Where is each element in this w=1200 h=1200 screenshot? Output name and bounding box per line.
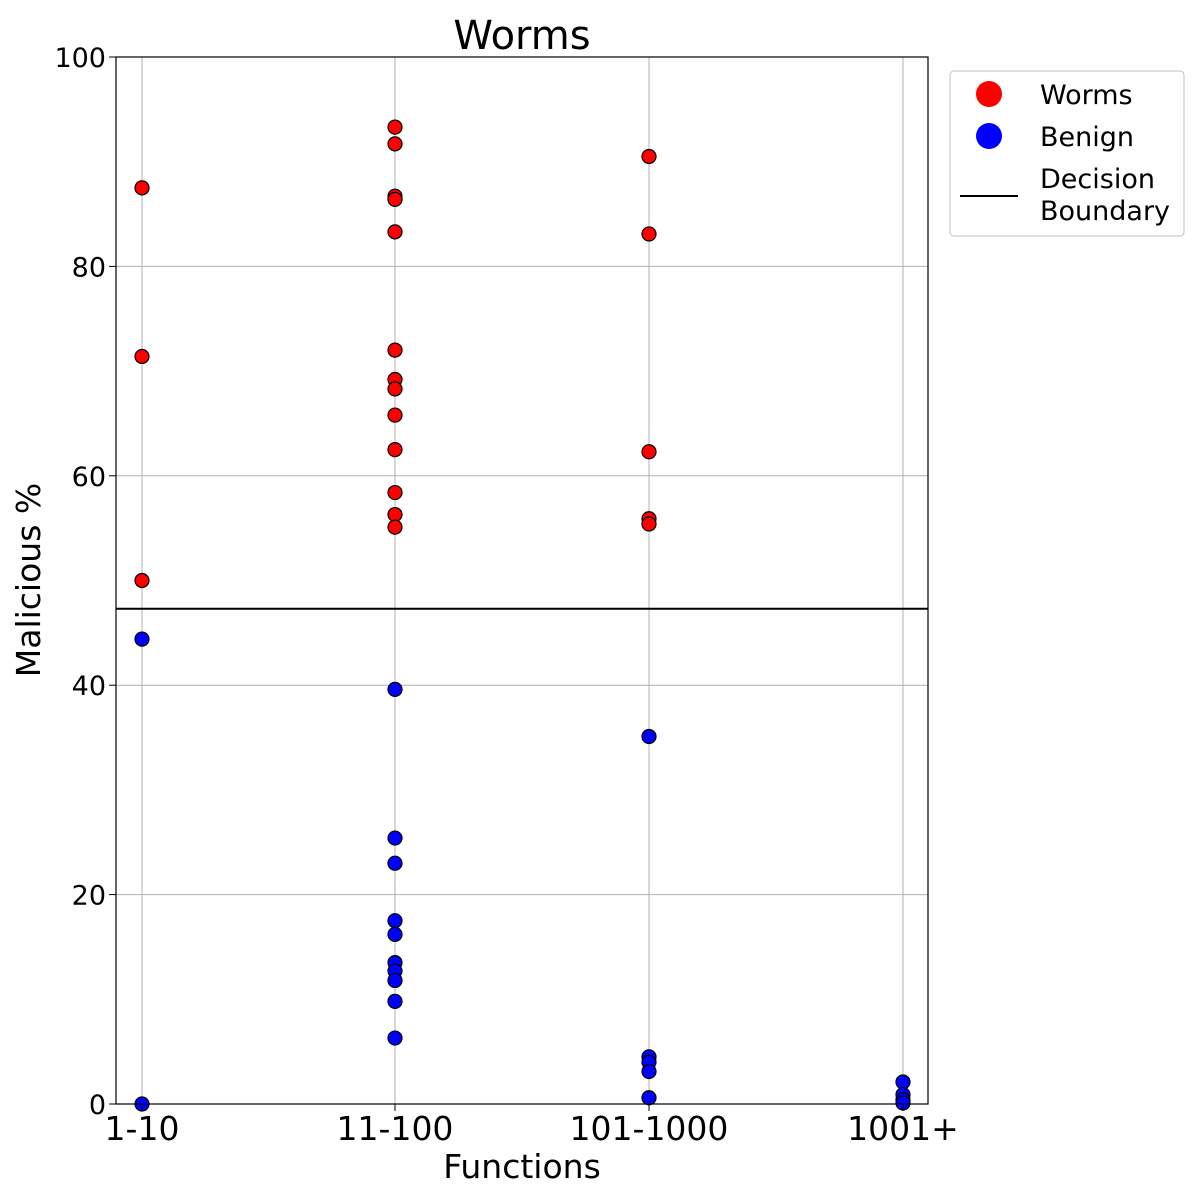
legend-frame <box>949 70 1185 237</box>
benign-point <box>387 855 403 871</box>
worms-point <box>387 136 403 152</box>
worms-point <box>387 191 403 207</box>
y-axis-label: Malicious % <box>9 483 48 678</box>
grid <box>116 57 928 1104</box>
worms-point <box>387 342 403 358</box>
benign-point <box>641 728 657 745</box>
worms-point <box>387 442 403 458</box>
worms-point <box>387 506 403 523</box>
worms-point <box>134 348 150 365</box>
y-tick-label: 60 <box>72 462 106 493</box>
worms-point <box>641 516 657 532</box>
y-tick-label: 20 <box>72 881 106 912</box>
benign-point <box>387 913 403 929</box>
benign-point <box>641 1090 657 1106</box>
x-tick-label: 11-100 <box>337 1109 454 1148</box>
worms-point <box>134 572 150 589</box>
y-tick-label: 80 <box>72 252 106 283</box>
x-tick-label: 101-1000 <box>570 1109 729 1148</box>
benign-point <box>387 681 403 697</box>
benign-point <box>387 993 403 1009</box>
worms-point <box>641 444 657 460</box>
benign-point <box>895 1074 911 1090</box>
worms-point <box>387 484 403 501</box>
worms-point <box>641 226 657 242</box>
y-tick-label: 100 <box>54 43 106 74</box>
worms-point <box>387 119 403 135</box>
worms-point <box>387 407 403 423</box>
chart-title: Worms <box>453 13 590 59</box>
benign-point <box>387 926 403 942</box>
worms-point <box>641 148 657 165</box>
benign-point <box>387 972 403 989</box>
data-points <box>134 119 911 1112</box>
axis-ticks: 1-10 11-100 101-1000 1001+ 0 20 40 60 80 100 <box>54 43 958 1148</box>
x-tick-label: 1-10 <box>105 1109 180 1148</box>
plot-frame <box>115 56 929 1105</box>
benign-point <box>387 830 403 846</box>
worms-point <box>387 519 403 535</box>
legend-boundary-label-line1: Decision <box>1040 164 1155 195</box>
benign-point <box>134 631 150 647</box>
worms-point <box>134 180 150 196</box>
worms-point <box>387 381 403 397</box>
x-tick-label: 1001+ <box>847 1109 959 1148</box>
y-tick-label: 40 <box>72 671 106 702</box>
legend-worms-marker <box>976 81 1002 107</box>
x-axis-label: Functions <box>443 1147 601 1186</box>
legend: Worms Benign Decision Boundary <box>949 70 1185 237</box>
worms-point <box>387 224 403 240</box>
y-tick-label: 0 <box>89 1090 106 1121</box>
benign-point <box>387 1030 403 1046</box>
legend-worms-label: Worms <box>1040 80 1133 111</box>
benign-point <box>641 1063 657 1080</box>
legend-benign-marker <box>976 123 1002 149</box>
legend-boundary-label-line2: Boundary <box>1040 196 1170 227</box>
legend-benign-label: Benign <box>1040 122 1134 153</box>
